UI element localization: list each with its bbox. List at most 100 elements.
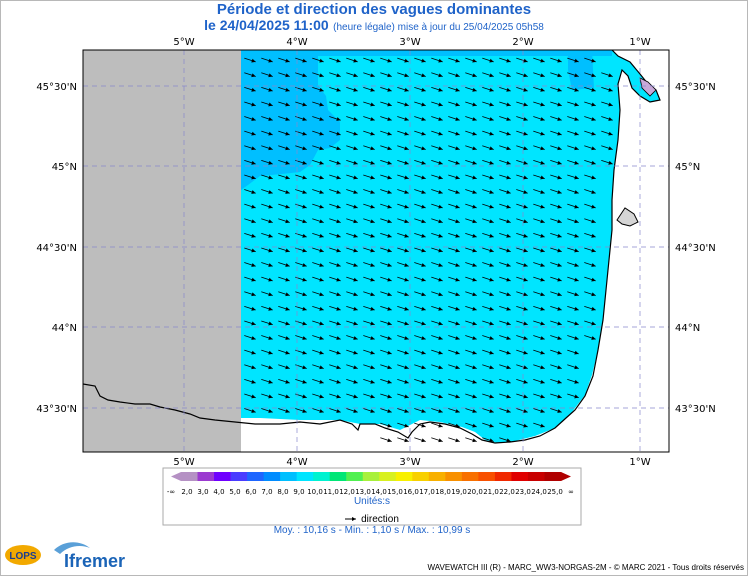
wave-direction-arrow <box>533 189 545 194</box>
wave-direction-arrow <box>584 262 596 267</box>
wave-direction-arrow <box>363 305 375 311</box>
wave-direction-arrow <box>261 101 273 107</box>
colorbar-labels: -∞ 2,0 3,0 4,0 5,0 6,0 7,0 8,0 9,0 10,0 11,0 12,0 13… <box>167 488 574 496</box>
wave-direction-arrow <box>533 130 545 136</box>
wave-direction-arrow <box>431 203 443 209</box>
colorbar-label: 13,0 <box>355 488 371 496</box>
wave-direction-arrow <box>550 378 562 384</box>
wave-direction-arrow <box>397 159 409 165</box>
wave-direction-arrow <box>363 145 375 151</box>
top-lon-label: 4°W <box>286 37 307 48</box>
wave-direction-arrow <box>584 320 596 326</box>
wave-direction-arrow <box>584 203 596 209</box>
wave-direction-arrow <box>482 276 494 282</box>
wave-direction-arrow <box>431 349 443 355</box>
wave-direction-arrow <box>567 86 579 92</box>
wave-direction-arrow <box>244 247 256 253</box>
wave-direction-arrow <box>516 262 528 267</box>
wave-direction-arrow <box>295 72 307 78</box>
wave-direction-arrow <box>278 101 290 107</box>
left-lat-label: 44°N <box>52 323 77 334</box>
wave-direction-arrow <box>465 305 477 311</box>
wave-direction-arrow <box>465 247 477 253</box>
wave-direction-arrow <box>567 364 579 370</box>
wave-direction-arrow <box>533 364 545 370</box>
wave-direction-arrow <box>465 320 477 326</box>
top-lon-label: 3°W <box>399 37 420 48</box>
wave-direction-arrow <box>329 320 341 326</box>
wave-direction-arrow <box>465 262 477 267</box>
colorbar-label: 22,0 <box>499 488 515 496</box>
wave-direction-arrow <box>431 276 443 282</box>
wave-direction-arrow <box>516 276 528 282</box>
colorbar-label: 3,0 <box>197 488 208 496</box>
wave-direction-arrow <box>550 130 562 136</box>
wave-direction-arrow <box>414 364 426 370</box>
wave-direction-arrow <box>380 437 392 443</box>
wave-direction-arrow <box>380 320 392 326</box>
wave-direction-arrow <box>346 335 358 340</box>
wave-direction-arrow <box>584 116 596 121</box>
wave-direction-arrow <box>380 218 392 224</box>
wave-direction-arrow <box>499 130 511 136</box>
wave-direction-arrow <box>431 320 443 326</box>
wave-direction-arrow <box>380 291 392 297</box>
right-lat-label: 43°30'N <box>675 404 716 415</box>
wave-direction-arrow <box>533 116 545 121</box>
wave-direction-arrow <box>363 291 375 297</box>
direction-label: direction <box>361 514 399 525</box>
wave-direction-arrow <box>295 145 307 151</box>
wave-direction-arrow <box>295 335 307 340</box>
wave-direction-arrow <box>397 349 409 355</box>
wave-direction-arrow <box>465 189 477 194</box>
wave-direction-arrow <box>533 247 545 253</box>
wave-direction-arrow <box>261 72 273 78</box>
colorbar-segment <box>313 472 331 481</box>
wave-direction-arrow <box>448 159 460 165</box>
wave-direction-arrow <box>567 247 579 253</box>
wave-direction-arrow <box>516 72 528 78</box>
wave-direction-arrow <box>414 232 426 238</box>
bottom-lon-label: 1°W <box>629 457 650 468</box>
colorbar-label: 12,0 <box>339 488 355 496</box>
wave-direction-arrow <box>516 335 528 340</box>
wave-direction-arrow <box>363 57 375 63</box>
colorbar-label: 25,0 <box>547 488 563 496</box>
wave-direction-arrow <box>465 159 477 165</box>
wave-direction-arrow <box>329 305 341 311</box>
colorbar-label: ∞ <box>568 488 574 496</box>
colorbar-segment <box>412 472 430 481</box>
wave-direction-arrow <box>567 276 579 282</box>
wave-direction-arrow <box>550 189 562 194</box>
wave-direction-arrow <box>516 57 528 63</box>
wave-direction-arrow <box>244 364 256 370</box>
wave-direction-arrow <box>516 203 528 209</box>
wave-direction-arrow <box>516 364 528 370</box>
wave-direction-arrow <box>431 305 443 311</box>
wave-direction-arrow <box>431 437 443 443</box>
wave-direction-arrow <box>482 422 494 428</box>
wave-direction-arrow <box>312 320 324 326</box>
wave-direction-arrow <box>329 349 341 355</box>
wave-direction-arrow <box>482 262 494 267</box>
wave-direction-arrow <box>499 262 511 267</box>
colorbar-segment <box>197 472 215 481</box>
wave-direction-arrow <box>584 247 596 253</box>
wave-direction-arrow <box>584 305 596 311</box>
wave-direction-arrow <box>329 291 341 297</box>
wave-direction-arrow <box>363 116 375 121</box>
wave-direction-arrow <box>448 349 460 355</box>
wave-direction-arrow <box>567 174 579 180</box>
wave-direction-arrow <box>550 145 562 151</box>
wave-direction-arrow <box>448 57 460 63</box>
colorbar-label: 21,0 <box>483 488 499 496</box>
wave-direction-arrow <box>465 218 477 224</box>
wave-direction-arrow <box>567 335 579 340</box>
wave-direction-arrow <box>329 159 341 165</box>
wave-direction-arrow <box>363 262 375 267</box>
wave-direction-arrow <box>312 174 324 180</box>
colorbar-label: 16,0 <box>403 488 419 496</box>
wave-direction-arrow <box>516 291 528 297</box>
wave-direction-arrow <box>397 174 409 180</box>
wave-direction-arrow <box>567 378 579 384</box>
